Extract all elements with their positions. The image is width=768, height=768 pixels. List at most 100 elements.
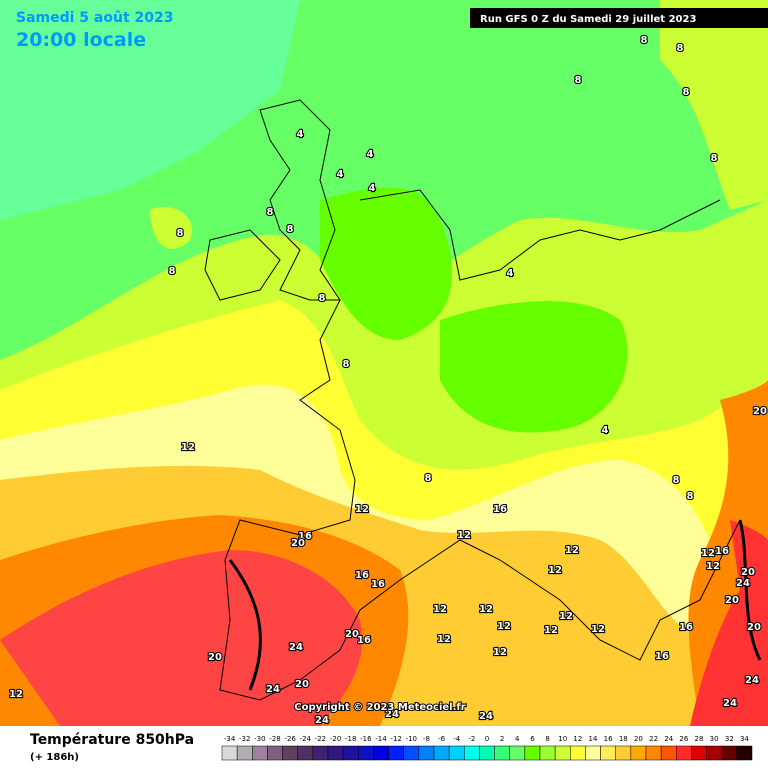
legend-tick-label: 30 [710,735,719,743]
contour-label: 24 [723,698,737,709]
legend-swatch [615,745,632,761]
contour-label: 20 [725,595,739,606]
legend-swatch [736,745,753,761]
legend-tick-label: -8 [423,735,430,743]
legend-swatch [539,745,556,761]
legend-swatch [388,745,404,761]
legend-tick-label: 20 [634,735,643,743]
contour-label: 12 [493,647,507,658]
contour-label: 8 [575,75,582,86]
run-banner [470,8,768,28]
legend-tick-label: 0 [485,735,489,743]
contour-label: 8 [319,293,326,304]
legend-tick-label: 24 [664,735,673,743]
contour-label: 24 [745,675,759,686]
contour-label: 12 [457,530,471,541]
contour-label: 20 [753,406,767,417]
legend-swatch [509,745,526,761]
contour-label: 8 [169,266,176,277]
legend-swatch [312,745,329,761]
contour-label: 12 [559,611,573,622]
contour-label: 4 [297,129,304,140]
legend-swatch [691,745,707,761]
legend-tick-label: 10 [558,735,567,743]
legend-swatch [479,745,495,761]
coastlines [204,99,741,701]
legend-tick-label: -12 [390,735,401,743]
contour-label: 16 [371,579,385,590]
legend-tick-label: 8 [545,735,549,743]
legend-tick-label: 16 [604,735,613,743]
legend-swatch [297,745,314,761]
contour-label: 12 [355,504,369,515]
contour-label: 24 [315,715,329,726]
contour-label: 12 [544,625,558,636]
contour-label: 20 [291,538,305,549]
contour-label: 12 [181,442,195,453]
temperature-field [0,0,768,726]
legend-tick-label: -24 [300,735,312,743]
legend-swatch [373,745,389,761]
legend-tick-label: 12 [573,735,582,743]
contour-label: 12 [701,548,715,559]
legend-swatch [448,745,465,761]
copyright: Copyright © 2023 Meteociel.fr [294,702,465,713]
legend-tick-label: -22 [315,735,326,743]
legend-swatch [600,745,616,761]
legend-swatch [660,745,677,761]
contour-label: 8 [287,224,294,235]
contour-label: 12 [437,634,451,645]
contour-label: 8 [687,491,694,502]
legend-swatch [418,745,435,761]
footer-lead: (+ 186h) [30,752,79,763]
contour-label: 12 [591,624,605,635]
legend-tick-label: 18 [619,735,628,743]
legend-tick-label: 34 [740,735,749,743]
legend-tick-label: -14 [375,735,387,743]
contour-label: 24 [736,578,750,589]
legend-tick-label: 14 [589,735,598,743]
contour-label: 8 [677,43,684,54]
legend-tick-label: -16 [360,735,372,743]
legend-swatch [630,745,647,761]
legend-swatch [282,745,298,761]
legend-tick-label: -10 [406,735,417,743]
contour-label: 24 [289,642,303,653]
contour-label: 8 [683,87,690,98]
contour-label: 12 [433,604,447,615]
contour-label: 24 [479,711,493,722]
legend-swatch [645,745,662,761]
date-label: Samedi 5 août 2023 [16,10,174,26]
contour-label: 16 [493,504,507,515]
contour-label: 20 [747,622,761,633]
contour-label: 8 [711,153,718,164]
contour-label: 8 [343,359,350,370]
legend-swatch [236,745,253,761]
legend-tick-label: -34 [224,735,236,743]
legend-tick-label: 26 [679,735,688,743]
legend-tick-label: -20 [330,735,341,743]
contour-label: 20 [208,652,222,663]
legend-tick-label: 32 [725,735,734,743]
contour-label: 4 [337,169,344,180]
legend-swatch [585,745,601,761]
contour-label: 16 [355,570,369,581]
legend-swatch [494,745,510,761]
legend-swatch [554,745,571,761]
contour-label: 4 [507,268,514,279]
legend-swatch [342,745,359,761]
legend-tick-label: -2 [468,735,475,743]
contour-label: 8 [673,475,680,486]
contour-label: 12 [497,621,511,632]
contour-label: 24 [266,684,280,695]
contour-label: 16 [679,622,693,633]
contour-label: 12 [9,689,23,700]
legend-swatch [524,745,541,761]
run-label: Run GFS 0 Z du Samedi 29 juillet 2023 [480,14,696,25]
legend-tick-label: -30 [254,735,265,743]
contour-label: 24 [385,709,399,720]
contour-label: 4 [367,149,374,160]
legend-tick-label: 4 [515,735,520,743]
